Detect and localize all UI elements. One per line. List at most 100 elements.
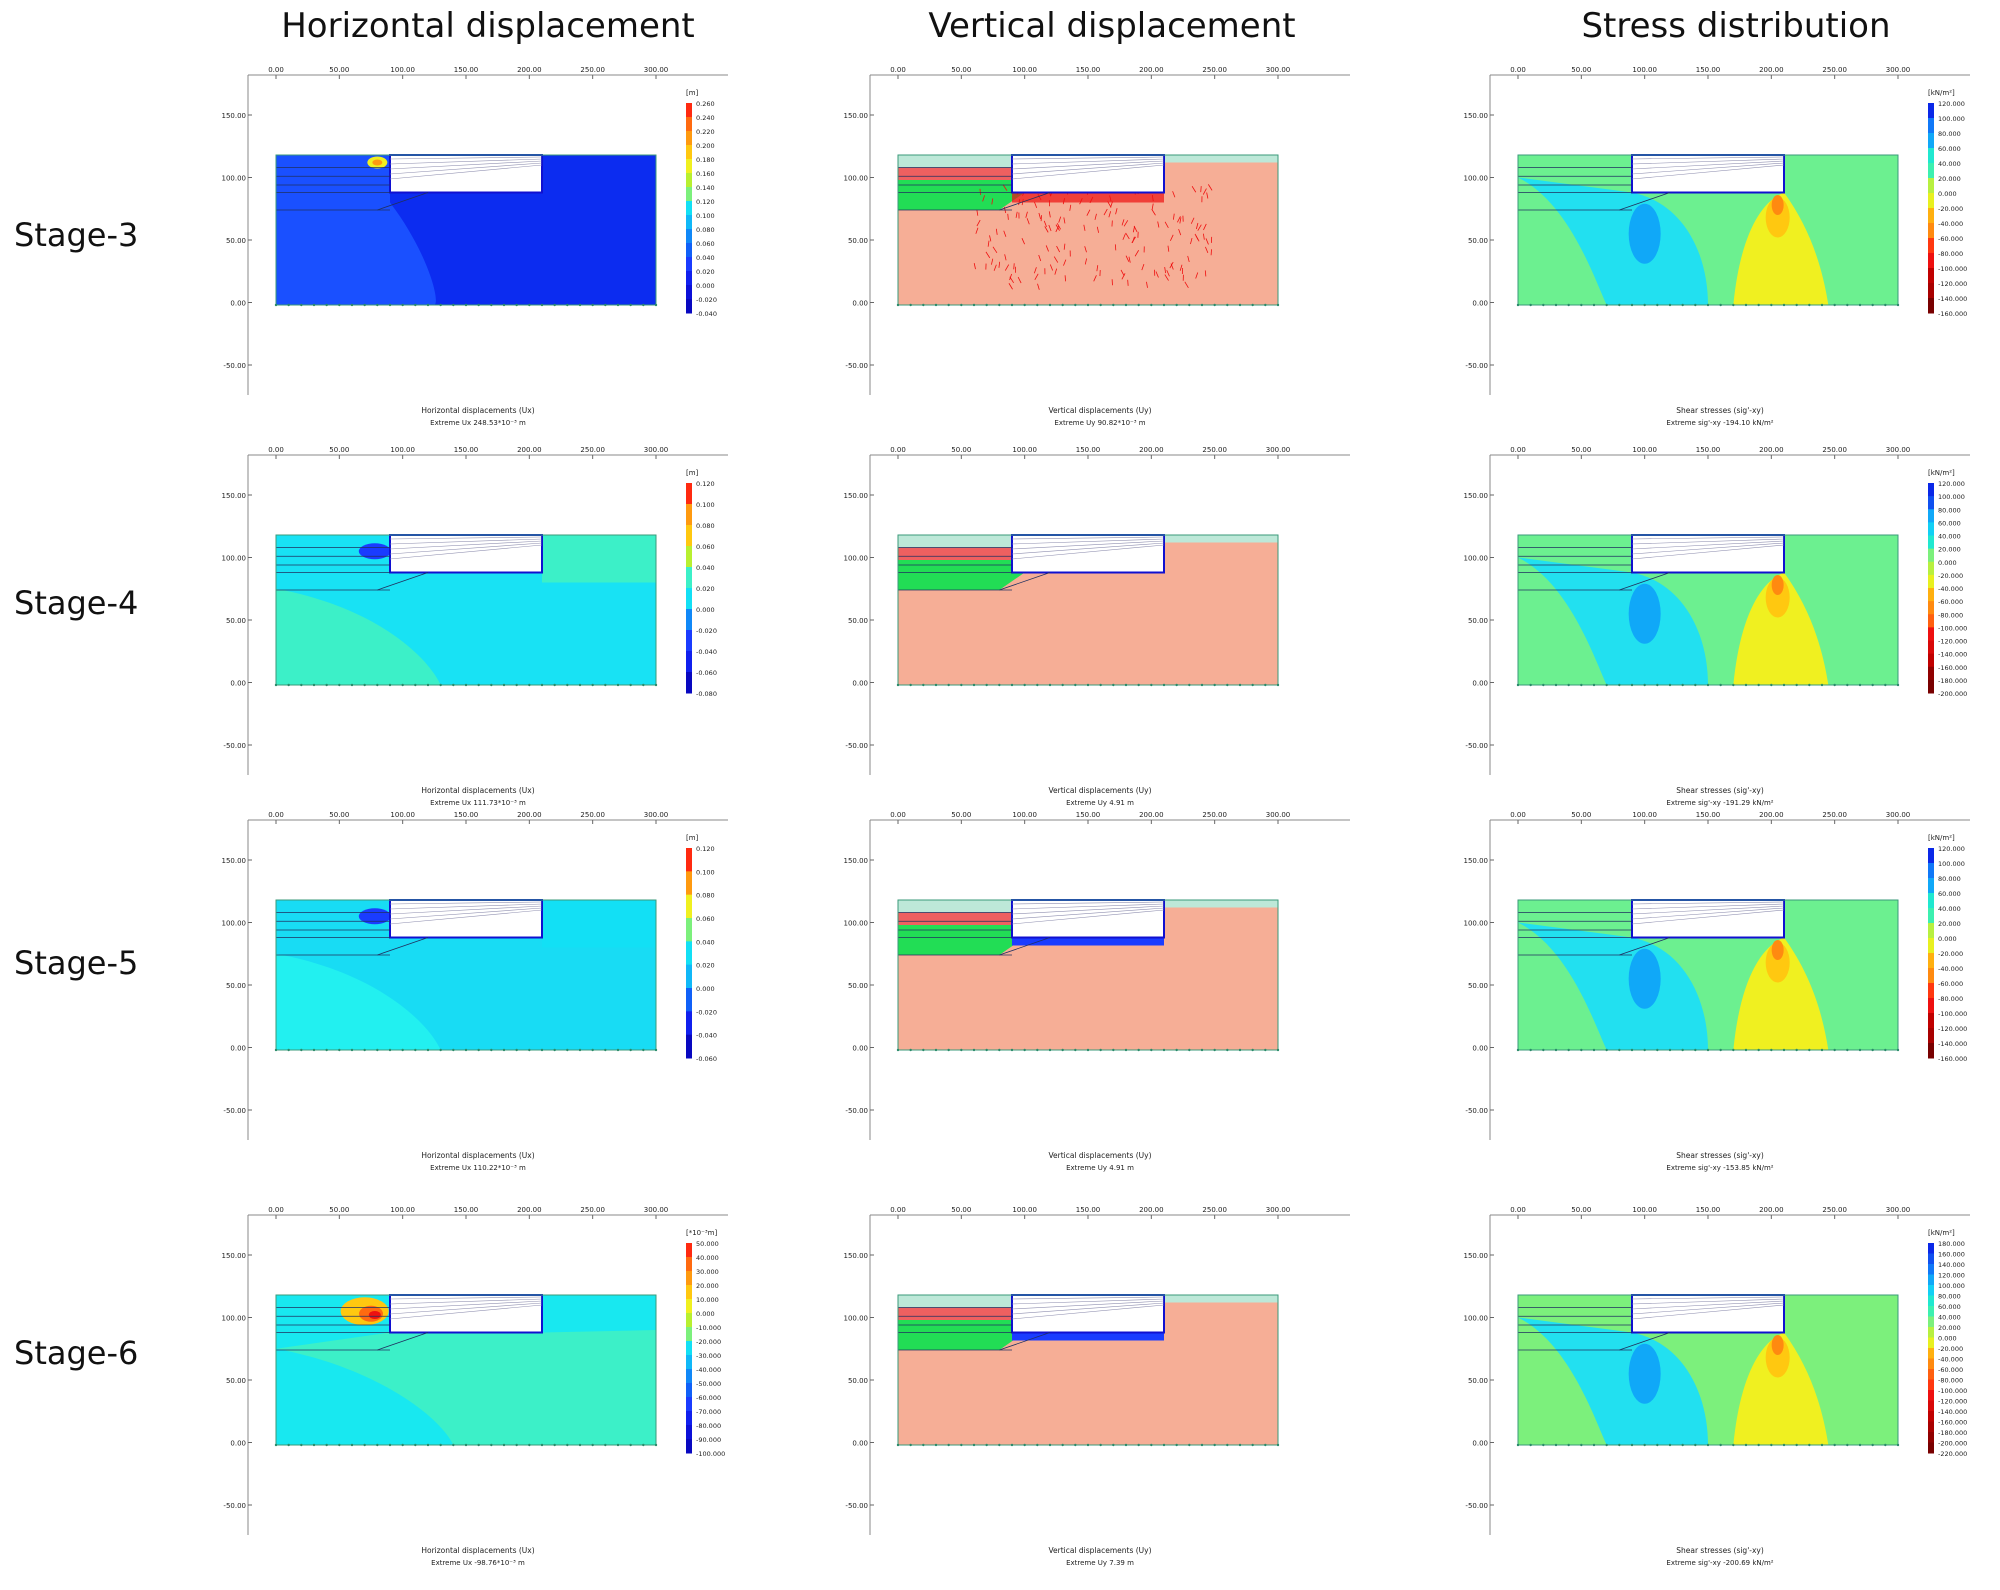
y-tick-label: 150.00 (1464, 1252, 1489, 1260)
contour-hotspot (1629, 584, 1661, 644)
legend-label: -200.000 (1938, 1440, 1967, 1448)
node (909, 304, 911, 306)
legend-label: 10.000 (696, 1296, 719, 1304)
x-tick-label: 200.00 (517, 66, 542, 74)
node (922, 684, 924, 686)
node (1074, 684, 1076, 686)
plot-caption: Shear stresses (sig'-xy) (1676, 786, 1764, 795)
legend-swatch (686, 299, 692, 314)
node (1074, 304, 1076, 306)
y-tick-label: 100.00 (844, 1315, 869, 1323)
node (1808, 684, 1810, 686)
x-tick-label: 200.00 (1759, 811, 1784, 819)
legend-swatch (1928, 627, 1934, 641)
y-tick-label: 100.00 (844, 175, 869, 183)
legend-swatch (686, 201, 692, 216)
node (579, 684, 581, 686)
node (1795, 1444, 1797, 1446)
panel-svg: 0.0050.00100.00150.00200.00250.00300.001… (203, 1200, 763, 1585)
node (465, 1049, 467, 1051)
legend-swatch (686, 941, 692, 965)
legend-swatch (1928, 1348, 1934, 1359)
node (541, 1444, 543, 1446)
node (300, 684, 302, 686)
node (1833, 1049, 1835, 1051)
legend-label: -140.000 (1938, 651, 1967, 659)
model (1517, 1295, 1899, 1446)
displacement-arrow (1014, 263, 1015, 269)
node (935, 684, 937, 686)
node (1163, 684, 1165, 686)
legend-label: -80.000 (1938, 995, 1963, 1003)
excavation-box (390, 535, 542, 573)
node (325, 1444, 327, 1446)
node (490, 1444, 492, 1446)
panel-svg: 0.0050.00100.00150.00200.00250.00300.001… (203, 60, 763, 445)
excavation-box (390, 155, 542, 193)
legend-swatch (1928, 923, 1934, 939)
node (935, 304, 937, 306)
contour-hotspot (1629, 949, 1661, 1009)
node (642, 684, 644, 686)
y-tick-label: 150.00 (1464, 112, 1489, 120)
x-tick-label: 250.00 (1822, 1206, 1847, 1214)
node (629, 1444, 631, 1446)
legend-swatch (686, 103, 692, 118)
node (477, 684, 479, 686)
y-tick-label: 100.00 (1464, 1315, 1489, 1323)
node (363, 684, 365, 686)
legend-swatch (1928, 893, 1934, 909)
legend-swatch (686, 187, 692, 202)
x-tick-label: 300.00 (1886, 811, 1911, 819)
x-tick-label: 50.00 (951, 1206, 971, 1214)
base-slab (1012, 1333, 1164, 1341)
x-tick-label: 200.00 (1139, 66, 1164, 74)
y-tick-label: 50.00 (1468, 617, 1488, 625)
x-tick-label: 300.00 (1266, 66, 1291, 74)
node (1264, 684, 1266, 686)
node (909, 1444, 911, 1446)
legend-swatch (1928, 268, 1934, 284)
excavation-box (1012, 535, 1164, 573)
legend-swatch (1928, 998, 1934, 1014)
legend-swatch (1928, 1390, 1934, 1401)
node (1175, 304, 1177, 306)
node (1656, 304, 1658, 306)
node (629, 304, 631, 306)
node (1580, 304, 1582, 306)
node (1593, 304, 1595, 306)
node (1821, 304, 1823, 306)
plot-caption: Horizontal displacements (Ux) (421, 406, 534, 415)
legend-swatch (1928, 1411, 1934, 1422)
soil-layer-green (898, 1320, 1025, 1350)
node (351, 684, 353, 686)
panel-svg: 0.0050.00100.00150.00200.00250.00300.001… (1445, 60, 2000, 445)
node (1631, 684, 1633, 686)
node (1251, 304, 1253, 306)
node (1707, 1444, 1709, 1446)
x-tick-label: 150.00 (454, 446, 479, 454)
node (1783, 304, 1785, 306)
legend-swatch (1928, 1422, 1934, 1433)
legend-label: 160.000 (1938, 1251, 1965, 1259)
soil-layer-top (898, 900, 1012, 913)
soil-layer-top (898, 155, 1012, 168)
node (1669, 684, 1671, 686)
node (300, 1049, 302, 1051)
legend-label: 0.020 (696, 268, 715, 276)
soil-layer-top (1164, 535, 1278, 543)
legend-label: 0.120 (696, 480, 715, 488)
panel-v-stage-4: 0.0050.00100.00150.00200.00250.00300.001… (825, 440, 1385, 830)
legend-label: 20.000 (1938, 920, 1961, 928)
node (401, 1444, 403, 1446)
node (1163, 1049, 1165, 1051)
panel-v-stage-3: 0.0050.00100.00150.00200.00250.00300.001… (825, 60, 1385, 450)
legend-label: -100.000 (1938, 624, 1967, 632)
node (591, 1049, 593, 1051)
x-tick-label: 100.00 (1012, 66, 1036, 74)
y-tick-label: 150.00 (844, 112, 869, 120)
node (1846, 304, 1848, 306)
node (1163, 304, 1165, 306)
node (1112, 1444, 1114, 1446)
node (1694, 684, 1696, 686)
